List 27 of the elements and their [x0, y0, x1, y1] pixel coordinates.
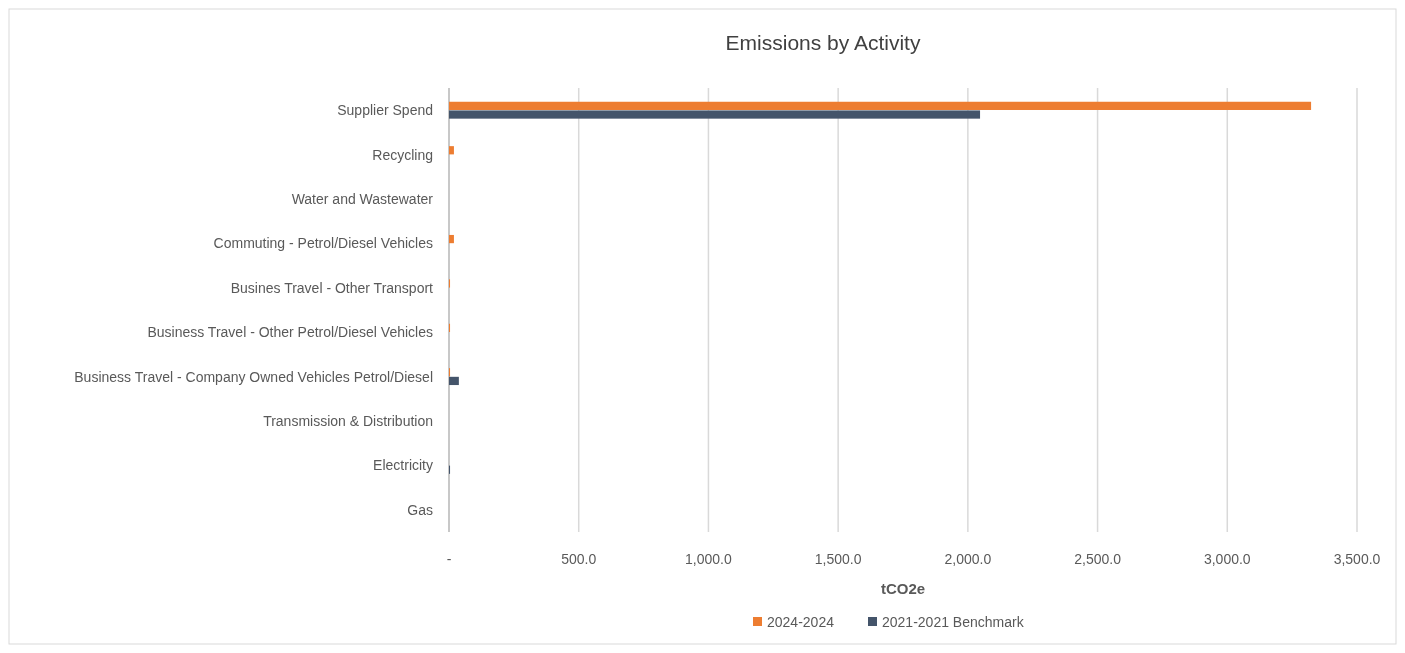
- legend-label: 2024-2024: [767, 614, 835, 630]
- y-tick-label: Business Travel - Other Petrol/Diesel Vehicles: [147, 324, 433, 341]
- y-tick-label: Water and Wastewater: [291, 190, 434, 207]
- x-tick-label: 2,000.0: [944, 551, 992, 567]
- y-tick-label: Gas: [407, 501, 433, 518]
- x-tick-label: 3,500.0: [1333, 551, 1381, 567]
- bar: [449, 146, 454, 155]
- x-tick-label: 1,500.0: [814, 551, 862, 567]
- x-tick-label: 3,000.0: [1203, 551, 1251, 567]
- x-tick-label: 1,000.0: [685, 551, 732, 567]
- x-axis-title: tCO2e: [880, 580, 926, 597]
- bar: [449, 376, 459, 386]
- bar: [449, 110, 981, 119]
- y-tick-label: Busines Travel - Other Transport: [230, 279, 434, 296]
- y-tick-label: Electricity: [373, 457, 433, 474]
- y-tick-label: Business Travel - Company Owned Vehicles Petrol/Diesel: [74, 368, 433, 385]
- x-tick-label: 500.0: [561, 551, 597, 567]
- y-tick-label: Recycling: [372, 146, 433, 163]
- chart-title: Emissions by Activity: [725, 31, 921, 54]
- y-tick-label: Commuting - Petrol/Diesel Vehicles: [213, 235, 433, 252]
- bar: [449, 234, 454, 244]
- x-tick-label: 2,500.0: [1074, 551, 1122, 567]
- x-tick-label: -: [446, 551, 452, 567]
- bar: [449, 101, 1312, 110]
- y-tick-label: Transmission & Distribution: [263, 412, 433, 429]
- y-tick-label: Supplier Spend: [337, 102, 433, 119]
- legend-label: 2021-2021 Benchmark: [882, 614, 1025, 630]
